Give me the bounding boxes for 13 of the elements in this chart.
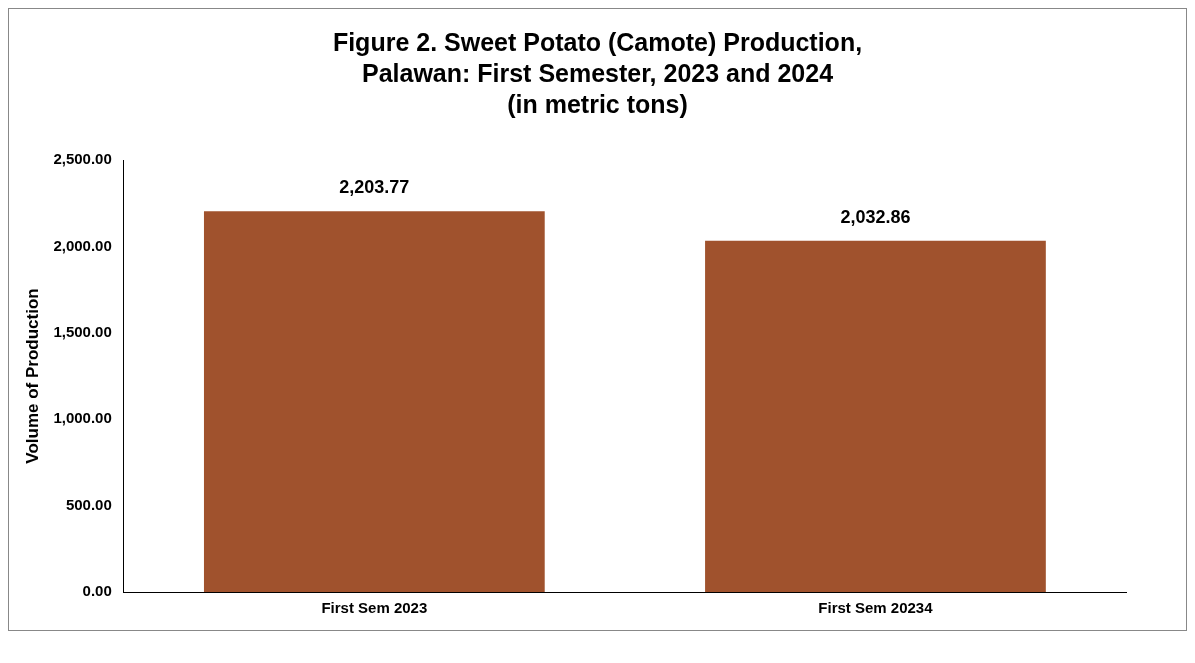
data-label: 2,203.77 <box>339 177 410 198</box>
y-tick-label: 1,500.00 <box>53 322 112 340</box>
y-tick-label: 2,000.00 <box>53 236 112 254</box>
y-axis-title: Volume of Production <box>22 288 42 464</box>
y-tick-label: 0.00 <box>82 582 112 600</box>
y-tick-label: 500.00 <box>65 495 112 513</box>
y-tick-label: 2,500.00 <box>53 150 112 168</box>
y-tick-label: 1,000.00 <box>53 409 112 427</box>
x-tick-label: First Sem 2023 <box>321 599 428 617</box>
chart-subtitle: (in metric tons) <box>506 89 689 120</box>
data-label: 2,032.86 <box>840 206 911 227</box>
chart-title: Figure 2. Sweet Potato (Camote) Production, Palawan: First Semester, 2023 and 2024 <box>331 27 864 89</box>
x-tick-label: First Sem 20234 <box>818 599 934 617</box>
